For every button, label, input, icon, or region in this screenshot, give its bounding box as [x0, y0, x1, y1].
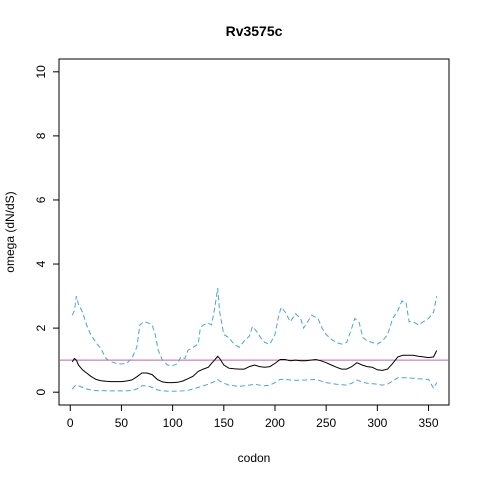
chart-title: Rv3575c: [226, 23, 283, 39]
x-tick-label: 0: [67, 416, 74, 430]
x-tick-label: 350: [419, 416, 439, 430]
x-axis-label: codon: [238, 451, 271, 465]
x-tick-label: 250: [316, 416, 336, 430]
lower-series-line: [71, 377, 438, 392]
plot-frame: [58, 58, 450, 406]
x-tick-label: 100: [163, 416, 183, 430]
y-tick-label: 4: [34, 260, 48, 267]
y-tick-label: 10: [34, 65, 48, 79]
y-tick-label: 6: [34, 196, 48, 203]
y-tick-label: 8: [34, 132, 48, 139]
mean-series-line: [71, 350, 438, 384]
x-tick-label: 200: [265, 416, 285, 430]
plot-area: 0 50 100 150 200 250 300 350 0 2 4 6 8 10: [34, 58, 450, 430]
upper-series-line: [71, 288, 438, 367]
x-tick-label: 150: [214, 416, 234, 430]
y-tick-label: 0: [34, 389, 48, 396]
x-tick-label: 300: [367, 416, 387, 430]
y-tick-label: 2: [34, 324, 48, 331]
x-tick-label: 50: [115, 416, 129, 430]
y-axis-label: omega (dN/dS): [3, 191, 17, 272]
